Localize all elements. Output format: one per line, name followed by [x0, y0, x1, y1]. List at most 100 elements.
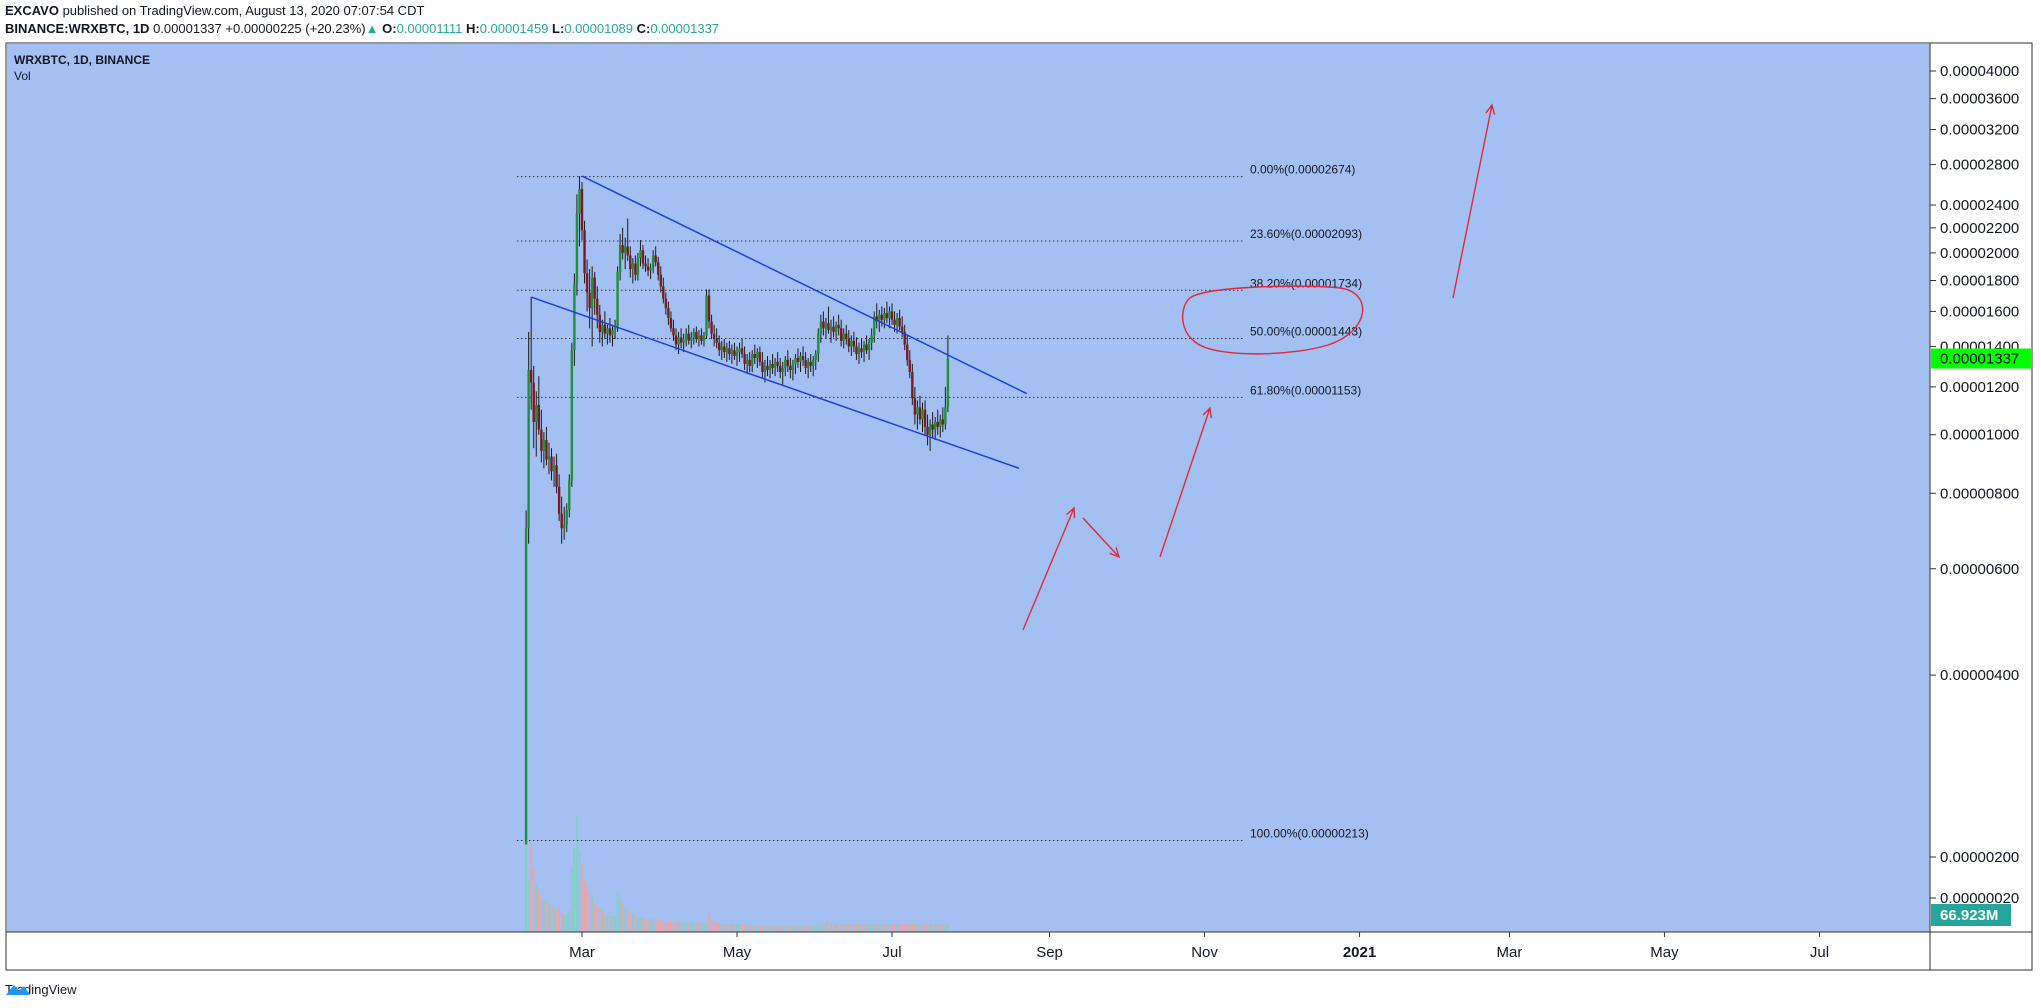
- volume-bar: [545, 901, 548, 931]
- volume-bar: [578, 850, 581, 931]
- candle-body: [857, 348, 861, 355]
- y-tick-label: 0.00001800: [1940, 273, 2019, 290]
- candle-body: [563, 524, 566, 529]
- volume-bar: [723, 924, 726, 931]
- candle-body: [679, 337, 683, 343]
- projection-arrow-up-2-head: [1202, 406, 1212, 419]
- candle-body: [651, 255, 655, 268]
- volume-label: 66.923M: [1940, 907, 1998, 924]
- volume-bar: [525, 825, 527, 931]
- candle-body: [834, 324, 838, 332]
- candle-body: [809, 361, 812, 366]
- volume-bar: [753, 925, 756, 931]
- volume-bar: [847, 924, 850, 931]
- volume-bar: [565, 913, 568, 931]
- fib-level-label: 61.80%(0.00001153): [1250, 383, 1361, 397]
- candle-body: [730, 350, 734, 355]
- tradingview-logo-icon[interactable]: [5, 982, 31, 996]
- candle-body: [598, 314, 601, 332]
- y-tick-label: 0.00000600: [1940, 561, 2019, 578]
- volume-bar: [659, 920, 662, 931]
- volume-bar: [532, 867, 535, 931]
- fib-level-label: 50.00%(0.00001443): [1250, 325, 1362, 339]
- volume-bar: [873, 924, 876, 931]
- candle-body: [707, 295, 711, 322]
- volume-bar: [591, 896, 594, 931]
- volume-bar: [687, 922, 690, 931]
- candle-body: [636, 258, 640, 275]
- volume-bar: [555, 910, 558, 931]
- close-value: 0.00001337: [650, 21, 720, 36]
- volume-bar: [708, 912, 710, 931]
- volume-bar: [570, 867, 573, 931]
- low-label: L:: [552, 21, 565, 36]
- volume-bar: [891, 924, 893, 931]
- volume-bar: [657, 919, 660, 931]
- candle-body: [695, 331, 698, 340]
- volume-bar: [827, 920, 830, 931]
- volume-bar: [886, 924, 888, 931]
- candle-body: [588, 292, 591, 309]
- projection-arrow-up-3-head: [1485, 103, 1496, 115]
- candle-body: [705, 295, 708, 336]
- y-tick-label: 0.00002000: [1940, 245, 2019, 262]
- volume-bar: [807, 925, 810, 931]
- candle-body: [601, 324, 604, 332]
- candle-body: [557, 486, 561, 514]
- volume-bar: [743, 924, 746, 931]
- volume-bar: [776, 925, 779, 931]
- candle-body: [583, 230, 586, 274]
- target-ellipse: [1182, 285, 1364, 355]
- volume-bar: [924, 924, 926, 931]
- volume-bar: [784, 925, 787, 931]
- y-tick-label: 0.00004000: [1940, 63, 2019, 80]
- candle-body: [773, 361, 777, 368]
- projection-arrow-pullback-head: [1109, 547, 1121, 559]
- symbol-name: BINANCE:WRXBTC, 1D: [5, 21, 150, 36]
- candle-body: [791, 363, 795, 370]
- volume-bar: [535, 885, 538, 931]
- candle-body: [837, 324, 840, 329]
- candle-body: [702, 335, 706, 341]
- candle-body: [532, 382, 535, 422]
- volume-bar: [936, 924, 939, 931]
- candle-body: [829, 326, 833, 331]
- candle-body: [646, 266, 650, 271]
- candle-body: [789, 365, 792, 370]
- candle-body: [768, 363, 772, 370]
- candle-body: [575, 213, 579, 284]
- volume-bar: [837, 924, 840, 931]
- volume-bar: [898, 924, 901, 931]
- y-tick-label: 0.00003200: [1940, 122, 2019, 139]
- candle-body: [590, 277, 594, 309]
- candle-body: [913, 398, 917, 415]
- volume-bar: [692, 922, 695, 931]
- y-tick-label: 0.00002400: [1940, 197, 2019, 214]
- volume-bar: [832, 922, 835, 931]
- candle-body: [621, 245, 624, 253]
- candle-body: [941, 419, 945, 425]
- volume-bar: [682, 921, 685, 931]
- candle-body: [885, 313, 889, 319]
- volume-bar: [799, 925, 802, 931]
- x-tick-label: Sep: [1036, 944, 1063, 961]
- volume-bar: [919, 924, 921, 931]
- price-chart[interactable]: WRXBTC, 1D, BINANCE Vol 0.00004000 0.000036…: [0, 0, 2041, 975]
- candle-body: [669, 318, 673, 329]
- volume-bar: [733, 924, 736, 931]
- candle-body: [623, 246, 627, 253]
- candle-body: [900, 326, 904, 332]
- volume-bar: [842, 924, 845, 931]
- candle-body: [662, 286, 665, 299]
- candle-body: [606, 328, 609, 334]
- volume-bar: [619, 896, 622, 931]
- fib-level-label: 100.00%(0.00000213): [1250, 826, 1369, 840]
- candle-body: [659, 274, 662, 287]
- candle-body: [847, 339, 851, 347]
- x-tick-label: Nov: [1191, 944, 1218, 961]
- candle-body: [761, 361, 764, 373]
- volume-bar: [703, 922, 705, 931]
- volume-bar: [792, 925, 794, 931]
- volume-bar: [685, 922, 688, 931]
- candle-body: [748, 359, 751, 366]
